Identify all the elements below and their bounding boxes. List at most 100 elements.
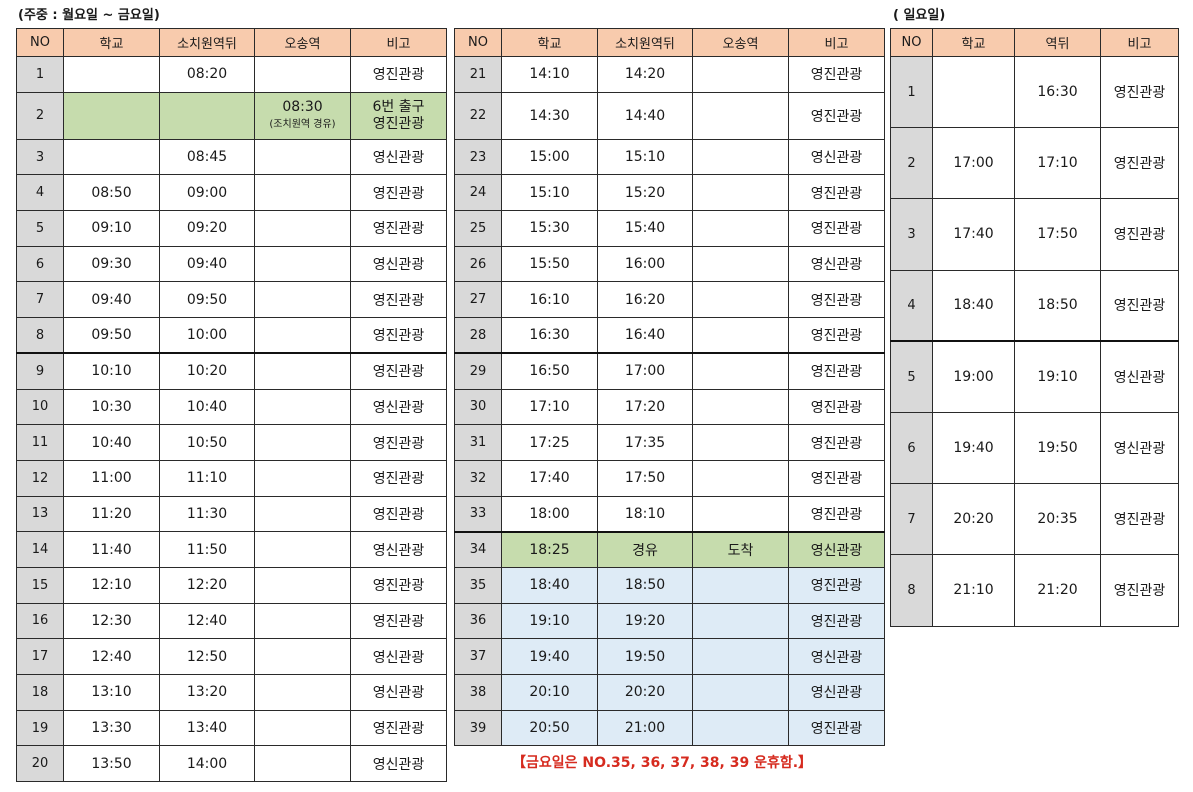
table-row: 7 09:40 09:50 영진관광 [16,281,447,319]
station-departure: 12:20 [159,566,255,604]
row-number: 14 [16,531,64,568]
header-osong: 오송역 [254,28,351,57]
station-departure: 09:00 [159,174,255,212]
station-departure: 19:20 [597,602,693,640]
table-row: 14 11:40 11:50 영신관광 [16,531,447,568]
bus-company: 영신관광 [1100,411,1179,485]
school-departure: 19:40 [932,411,1015,485]
table-row: 8 09:50 10:00 영진관광 [16,317,447,354]
school-departure: 14:30 [501,91,598,140]
station-departure [159,91,255,140]
bus-company: 영신관광 [350,245,447,283]
row-number: 11 [16,424,64,461]
row-number: 35 [454,566,502,604]
bus-company: 영진관광 [350,495,447,533]
row-number: 28 [454,317,502,354]
table-row: 28 16:30 16:40 영진관광 [454,317,885,354]
school-departure: 20:10 [501,674,598,711]
bus-company: 영진관광 [350,317,447,354]
bus-company: 영신관광 [788,674,885,711]
osong-arrival [254,709,351,747]
station-departure: 08:20 [159,56,255,93]
school-departure: 15:10 [501,174,598,212]
school-departure: 17:40 [932,198,1015,271]
osong-arrival [254,531,351,568]
school-departure: 09:10 [63,210,160,247]
row-number: 5 [16,210,64,247]
table-row: 12 11:00 11:10 영진관광 [16,459,447,497]
row-number: 7 [890,483,933,556]
row-number: 2 [890,127,933,200]
bus-company: 영진관광 [1100,483,1179,556]
bus-company: 영진관광 [1100,269,1179,342]
school-departure: 19:00 [932,340,1015,413]
station-departure: 17:00 [597,352,693,390]
table-row: 5 09:10 09:20 영진관광 [16,210,447,247]
table-row: 1 16:30 영진관광 [890,55,1179,129]
bus-company: 영신관광 [350,531,447,568]
row-number: 8 [890,554,933,627]
header-no: NO [890,28,933,57]
osong-arrival [692,459,789,497]
osong-arrival [254,495,351,533]
station-departure: 15:40 [597,210,693,247]
table-row: 3 08:45 영신관광 [16,138,447,176]
row-number: 15 [16,566,64,604]
row-number: 1 [890,55,933,129]
osong-arrival [692,424,789,461]
station-departure: 15:20 [597,174,693,212]
school-departure: 13:30 [63,709,160,747]
row-number: 34 [454,530,502,568]
bus-company: 영신관광 [788,530,885,568]
row-number: 6 [890,411,933,485]
station-departure: 16:00 [597,245,693,283]
school-departure: 18:40 [501,566,598,604]
bus-company: 영진관광 [350,210,447,247]
table-row: 13 11:20 11:30 영진관광 [16,495,447,533]
school-departure: 17:00 [932,127,1015,200]
header-no: NO [454,28,502,57]
bus-company: 영진관광 [788,352,885,390]
osong-arrival [692,317,789,354]
school-departure: 19:40 [501,638,598,675]
bus-company: 영진관광 [788,56,885,93]
table-row: 20 13:50 14:00 영신관광 [16,745,447,783]
row-number: 4 [16,174,64,212]
school-departure: 20:50 [501,709,598,747]
table-header-row: NO 학교 소치원역뒤 오송역 비고 [16,28,447,57]
table-row: 24 15:10 15:20 영진관광 [454,174,885,212]
osong-arrival [692,352,789,390]
bus-company: 영신관광 [350,745,447,783]
osong-arrival [254,674,351,711]
sunday-schedule-title: ( 일요일) [893,8,946,23]
school-departure: 16:30 [501,317,598,354]
table-row: 17 12:40 12:50 영신관광 [16,638,447,675]
osong-arrival [254,566,351,604]
bus-company: 영진관광 [788,91,885,140]
row-number: 10 [16,388,64,426]
osong-arrival [254,210,351,247]
station-departure: 14:40 [597,91,693,140]
station-departure: 10:40 [159,388,255,426]
station-departure: 21:00 [597,709,693,747]
row-number: 32 [454,459,502,497]
school-departure: 11:20 [63,495,160,533]
station-departure: 16:40 [597,317,693,354]
row-number: 12 [16,459,64,497]
station-departure: 13:20 [159,674,255,711]
bus-company: 영진관광 [350,459,447,497]
bus-company: 영진관광 [788,281,885,319]
station-departure: 15:10 [597,138,693,176]
bus-company: 영진관광 [350,424,447,461]
table-row: 33 18:00 18:10 영진관광 [454,495,885,533]
school-departure: 12:40 [63,638,160,675]
table-row: 9 10:10 10:20 영진관광 [16,352,447,390]
bus-company: 영신관광 [350,638,447,675]
osong-arrival [692,245,789,283]
row-number: 24 [454,174,502,212]
osong-arrival [692,174,789,212]
osong-arrival [254,174,351,212]
table-row: 25 15:30 15:40 영진관광 [454,210,885,247]
station-departure: 17:20 [597,388,693,426]
station-departure: 17:10 [1014,127,1101,200]
